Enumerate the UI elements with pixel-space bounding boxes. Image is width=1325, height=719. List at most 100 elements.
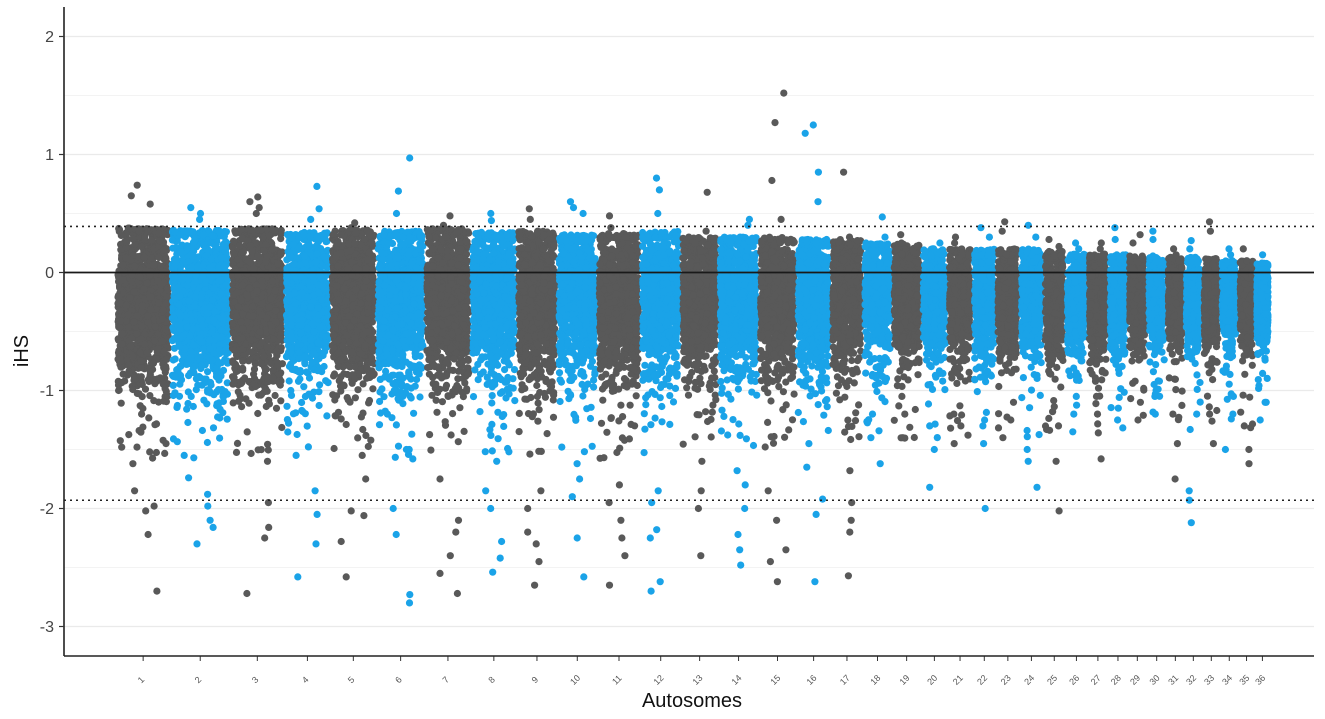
snp-point bbox=[229, 359, 236, 366]
snp-point bbox=[190, 403, 197, 410]
snp-point bbox=[192, 293, 199, 300]
snp-point bbox=[206, 337, 213, 344]
snp-point bbox=[298, 289, 305, 296]
snp-point bbox=[287, 349, 294, 356]
snp-point bbox=[229, 373, 236, 380]
snp-point bbox=[207, 389, 214, 396]
snp-point bbox=[118, 444, 125, 451]
snp-point bbox=[137, 357, 144, 364]
snp-point bbox=[169, 237, 176, 244]
extreme-snp-point bbox=[204, 503, 211, 510]
snp-point bbox=[221, 263, 228, 270]
snp-point bbox=[129, 235, 136, 242]
snp-point bbox=[239, 358, 246, 365]
snp-point bbox=[210, 424, 217, 431]
snp-point bbox=[288, 306, 295, 313]
snp-point bbox=[209, 296, 216, 303]
snp-point bbox=[274, 260, 281, 267]
extreme-snp-point bbox=[134, 182, 141, 189]
snp-point bbox=[298, 283, 305, 290]
snp-point bbox=[123, 302, 130, 309]
snp-point bbox=[150, 360, 157, 367]
snp-point bbox=[286, 377, 293, 384]
snp-point bbox=[207, 239, 214, 246]
snp-point bbox=[253, 287, 260, 294]
snp-point bbox=[246, 356, 253, 363]
snp-point bbox=[216, 435, 223, 442]
snp-point bbox=[239, 282, 246, 289]
snp-point bbox=[116, 386, 123, 393]
extreme-snp-point bbox=[204, 491, 211, 498]
snp-point bbox=[141, 341, 148, 348]
snp-point bbox=[305, 443, 312, 450]
snp-point bbox=[115, 294, 122, 301]
snp-point bbox=[162, 325, 169, 332]
snp-point bbox=[266, 232, 273, 239]
snp-point bbox=[252, 383, 259, 390]
extreme-snp-point bbox=[207, 517, 214, 524]
extreme-snp-point bbox=[142, 507, 149, 514]
snp-point bbox=[126, 368, 133, 375]
chromosome-series-3 bbox=[229, 193, 286, 597]
snp-point bbox=[125, 431, 132, 438]
snp-point bbox=[223, 281, 230, 288]
extreme-snp-point bbox=[314, 511, 321, 518]
snp-point bbox=[207, 379, 214, 386]
snp-point bbox=[138, 243, 145, 250]
snp-point bbox=[218, 254, 225, 261]
snp-point bbox=[141, 254, 148, 261]
chromosome-series-2 bbox=[169, 204, 232, 548]
snp-point bbox=[246, 285, 253, 292]
snp-point bbox=[237, 395, 244, 402]
snp-point bbox=[183, 361, 190, 368]
snp-point bbox=[233, 449, 240, 456]
snp-point bbox=[323, 339, 330, 346]
snp-point bbox=[273, 405, 280, 412]
snp-point bbox=[208, 256, 215, 263]
snp-point bbox=[163, 293, 170, 300]
snp-point bbox=[296, 375, 303, 382]
snp-point bbox=[271, 288, 278, 295]
snp-point bbox=[192, 278, 199, 285]
snp-point bbox=[304, 325, 311, 332]
snp-point bbox=[309, 359, 316, 366]
snp-point bbox=[129, 353, 136, 360]
snp-point bbox=[221, 296, 228, 303]
snp-point bbox=[139, 405, 146, 412]
snp-point bbox=[288, 392, 295, 399]
snp-point bbox=[163, 398, 170, 405]
snp-point bbox=[170, 356, 177, 363]
snp-point bbox=[176, 309, 183, 316]
snp-point bbox=[218, 327, 225, 334]
snp-point bbox=[156, 237, 163, 244]
snp-point bbox=[230, 330, 237, 337]
snp-point bbox=[204, 310, 211, 317]
snp-point bbox=[235, 336, 242, 343]
snp-point bbox=[160, 307, 167, 314]
snp-point bbox=[151, 337, 158, 344]
snp-point bbox=[297, 330, 304, 337]
extreme-snp-point bbox=[307, 216, 314, 223]
snp-point bbox=[313, 250, 320, 257]
snp-point bbox=[250, 265, 257, 272]
snp-point bbox=[118, 232, 125, 239]
snp-point bbox=[262, 259, 269, 266]
snp-point bbox=[214, 413, 221, 420]
snp-point bbox=[301, 336, 308, 343]
snp-point bbox=[174, 438, 181, 445]
snp-point bbox=[176, 293, 183, 300]
extreme-snp-point bbox=[151, 503, 158, 510]
snp-point bbox=[144, 349, 151, 356]
snp-point bbox=[155, 299, 162, 306]
snp-point bbox=[204, 439, 211, 446]
snp-point bbox=[175, 366, 182, 373]
snp-point bbox=[231, 380, 238, 387]
snp-point bbox=[217, 290, 224, 297]
snp-point bbox=[220, 233, 227, 240]
snp-point bbox=[184, 323, 191, 330]
snp-point bbox=[310, 349, 317, 356]
snp-point bbox=[314, 304, 321, 311]
snp-point bbox=[146, 448, 153, 455]
snp-point bbox=[288, 321, 295, 328]
snp-point bbox=[218, 334, 225, 341]
